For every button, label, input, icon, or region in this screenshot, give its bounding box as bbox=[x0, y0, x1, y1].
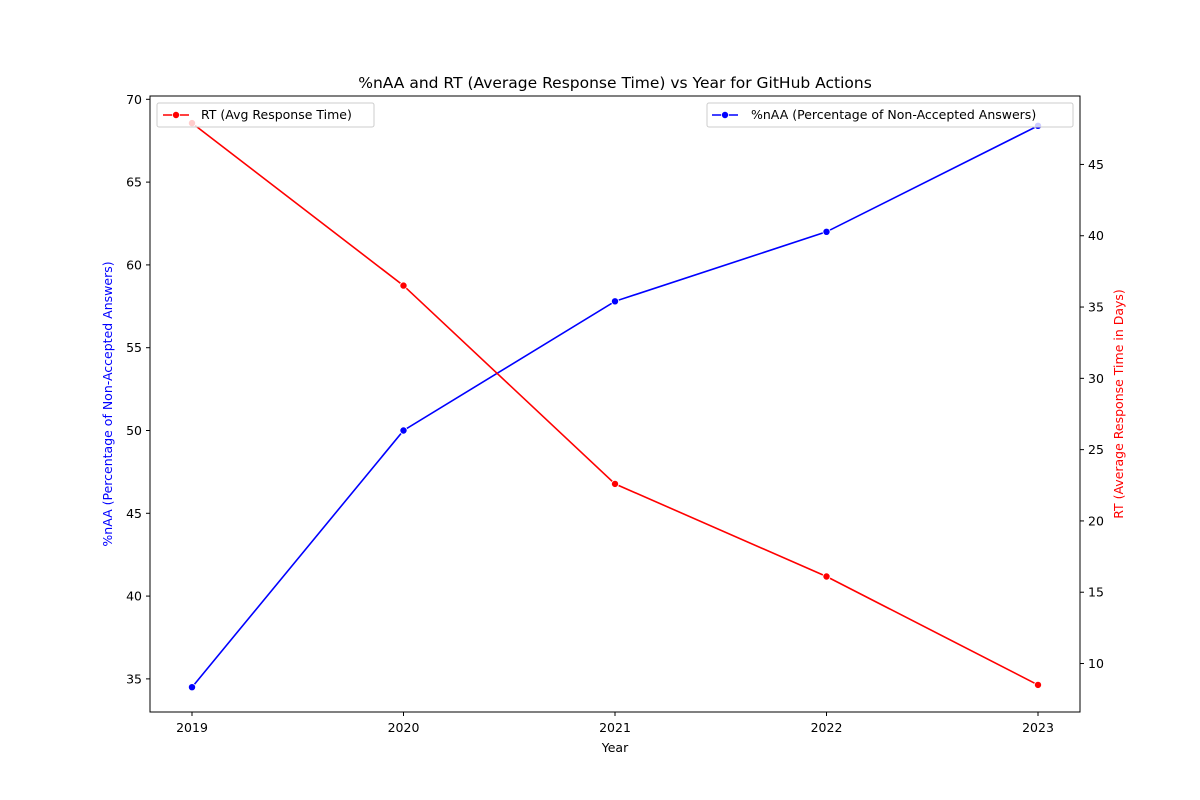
y-right-tick-label: 45 bbox=[1088, 157, 1104, 172]
y-left-tick-label: 70 bbox=[126, 92, 142, 107]
series-rt-point bbox=[822, 572, 831, 581]
series-naa-point bbox=[822, 227, 831, 236]
legend-naa: %nAA (Percentage of Non-Accepted Answers… bbox=[706, 102, 1074, 128]
series-layer bbox=[187, 119, 1043, 692]
x-tick-label: 2021 bbox=[599, 720, 631, 735]
x-tick-label: 2020 bbox=[388, 720, 420, 735]
series-naa-point bbox=[611, 297, 620, 306]
legend-rt-box bbox=[156, 102, 375, 128]
y-left-tick-label: 35 bbox=[126, 671, 142, 686]
y-left-tick-label: 50 bbox=[126, 423, 142, 438]
x-axis: 2019 2020 2021 2022 2023 bbox=[176, 712, 1054, 735]
x-tick-label: 2023 bbox=[1022, 720, 1054, 735]
x-tick-label: 2022 bbox=[811, 720, 843, 735]
legend-naa-box bbox=[706, 102, 1074, 128]
y-axis-right-label: RT (Average Response Time in Days) bbox=[1111, 289, 1126, 519]
y-right-tick-label: 10 bbox=[1088, 656, 1104, 671]
series-naa-point bbox=[399, 426, 408, 435]
chart-title: %nAA and RT (Average Response Time) vs Y… bbox=[358, 74, 872, 92]
y-right-tick-label: 30 bbox=[1088, 371, 1104, 386]
y-left-tick-label: 65 bbox=[126, 175, 142, 190]
series-rt-point bbox=[611, 479, 620, 488]
legend-naa-label: %nAA (Percentage of Non-Accepted Answers… bbox=[751, 107, 1036, 122]
y-axis-left-label: %nAA (Percentage of Non-Accepted Answers… bbox=[100, 261, 115, 546]
x-axis-label: Year bbox=[601, 740, 629, 755]
series-rt-point bbox=[1034, 680, 1043, 689]
y-left-tick-label: 60 bbox=[126, 257, 142, 272]
legend-naa-marker bbox=[721, 111, 730, 120]
legend-rt: RT (Avg Response Time) bbox=[156, 102, 375, 128]
y-left-tick-label: 55 bbox=[126, 340, 142, 355]
series-rt-point bbox=[399, 281, 408, 290]
y-right-tick-label: 20 bbox=[1088, 513, 1104, 528]
y-right-tick-label: 15 bbox=[1088, 585, 1104, 600]
y-right-tick-label: 25 bbox=[1088, 442, 1104, 457]
y-axis-left: 35 40 45 50 55 60 65 70 bbox=[126, 92, 150, 686]
legend-rt-marker bbox=[171, 111, 180, 120]
y-right-tick-label: 35 bbox=[1088, 300, 1104, 315]
legend-rt-label: RT (Avg Response Time) bbox=[201, 107, 352, 122]
y-left-tick-label: 45 bbox=[126, 506, 142, 521]
y-left-tick-label: 40 bbox=[126, 589, 142, 604]
y-axis-right: 10 15 20 25 30 35 40 45 bbox=[1080, 157, 1104, 671]
series-naa-point bbox=[187, 683, 196, 692]
x-tick-label: 2019 bbox=[176, 720, 208, 735]
y-right-tick-label: 40 bbox=[1088, 228, 1104, 243]
